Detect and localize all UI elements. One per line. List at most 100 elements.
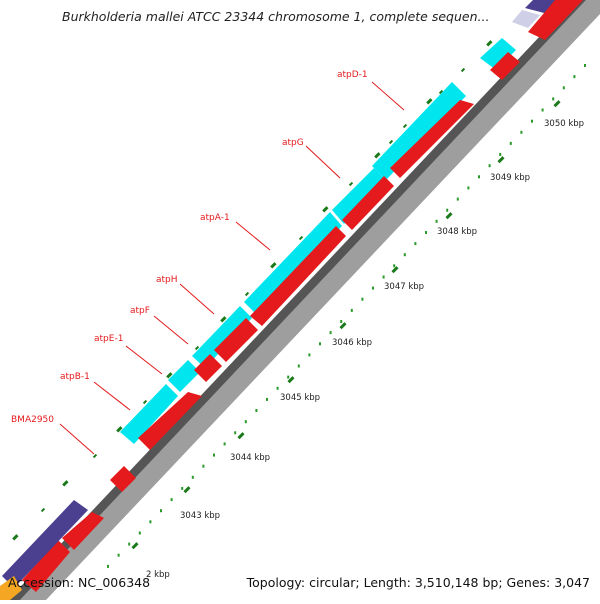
leader-atpD-1 [371,81,405,111]
rna-block [168,360,200,392]
scale-dot [509,141,512,145]
scale-label-3049: 3049 kbp [490,173,530,183]
scale-dot [244,420,247,424]
scale-dot [520,130,523,134]
scale-dot [552,97,555,101]
scale-label-3044: 3044 kbp [230,453,270,463]
backbone-track [20,0,600,600]
scale-dot [223,442,226,446]
scale-dot [202,464,205,468]
backbone-edge [8,0,586,600]
scale-labels: 3050 kbp 3049 kbp 3048 kbp 3047 kbp 3046… [146,119,584,580]
cds-arrow [62,512,104,550]
gene-label-atpE-1: atpE-1 [94,334,123,344]
scale-dot [170,498,173,502]
scale-dot [361,297,364,301]
gene-leader-lines [59,81,405,455]
scale-dot [478,175,480,179]
gene-label-atpA-1: atpA-1 [200,213,230,223]
rna-block [192,306,252,368]
scale-dot [350,308,353,312]
scale-dot [414,242,417,246]
scale-dot [382,275,385,279]
scale-dot [266,397,268,401]
leader-atpH [179,283,215,315]
scale-ticks [131,100,561,550]
scale-label-3045: 3045 kbp [280,393,320,403]
scale-dot [128,542,131,546]
scale-dot [584,64,586,67]
cds-arrow [214,318,258,362]
scale-dot [107,564,109,568]
scale-dot [308,353,311,357]
scale-dot [425,231,427,234]
leader-atpA-1 [235,221,271,251]
scale-dot [340,320,343,323]
scale-label-3042: 2 kbp [146,570,170,580]
scale-dot [191,475,194,479]
cds-arrow [490,52,520,80]
rna-block [332,168,386,224]
leader-atpF [153,315,189,345]
scale-dot [297,364,300,368]
scale-label-3050: 3050 kbp [544,119,584,129]
leader-BMA2950 [59,423,95,455]
rna-block [244,212,342,316]
topology-stats: Topology: circular; Length: 3,510,148 bp… [246,575,590,590]
scale-dot [287,375,290,379]
scale-dots [107,64,586,568]
scale-dot [403,253,406,257]
scale-dot [456,197,459,201]
cds-arrow [110,466,136,492]
scale-dot [234,431,237,435]
scale-dot [393,264,396,268]
feature-block-top-red [528,0,583,40]
scale-dot [467,186,470,190]
cds-arrow [22,540,70,592]
gene-label-atpG: atpG [282,138,304,148]
cds-arrow [250,226,346,326]
gene-label-atpH: atpH [156,275,178,285]
scale-dot [319,342,321,346]
scale-dot [531,119,533,123]
rna-block [372,82,466,180]
scale-label-3048: 3048 kbp [437,227,477,237]
gene-label-BMA2950: BMA2950 [11,415,54,425]
cds-arrow [342,176,394,230]
rna-block [120,384,178,444]
scale-dot [329,331,332,335]
scale-dot [435,219,438,223]
leader-atpE-1 [125,345,163,375]
feature-block-other [2,500,88,588]
scale-dot [488,164,491,168]
cds-track [22,52,520,592]
cds-arrow [390,100,474,178]
feature-block-top-pale [512,10,540,28]
rna-track [120,38,516,444]
scale-dot [138,531,141,535]
cds-arrow [138,392,202,450]
rna-block [480,38,516,70]
leader-atpG [305,145,341,179]
scale-dot [499,153,502,156]
scale-dot [149,520,152,524]
map-title: Burkholderia mallei ATCC 23344 chromosom… [62,9,490,24]
scale-label-3046: 3046 kbp [332,338,372,348]
scale-dot [213,453,215,457]
scale-dot [255,409,258,412]
scale-dot [372,286,374,290]
scale-dot [573,75,576,79]
scale-dot [276,386,279,390]
cds-arrow [194,354,222,382]
gene-label-atpF: atpF [130,306,150,316]
gene-label-atpB-1: atpB-1 [60,372,90,382]
scale-dot [181,486,184,490]
gene-labels: atpD-1 atpG atpA-1 atpH atpF atpE-1 atpB… [11,70,368,425]
scale-dot [446,208,449,212]
accession-label: Accession: NC_006348 [8,575,151,590]
scale-dot [562,86,565,90]
feature-block-top-other [525,0,560,14]
origin-marker [0,576,22,600]
